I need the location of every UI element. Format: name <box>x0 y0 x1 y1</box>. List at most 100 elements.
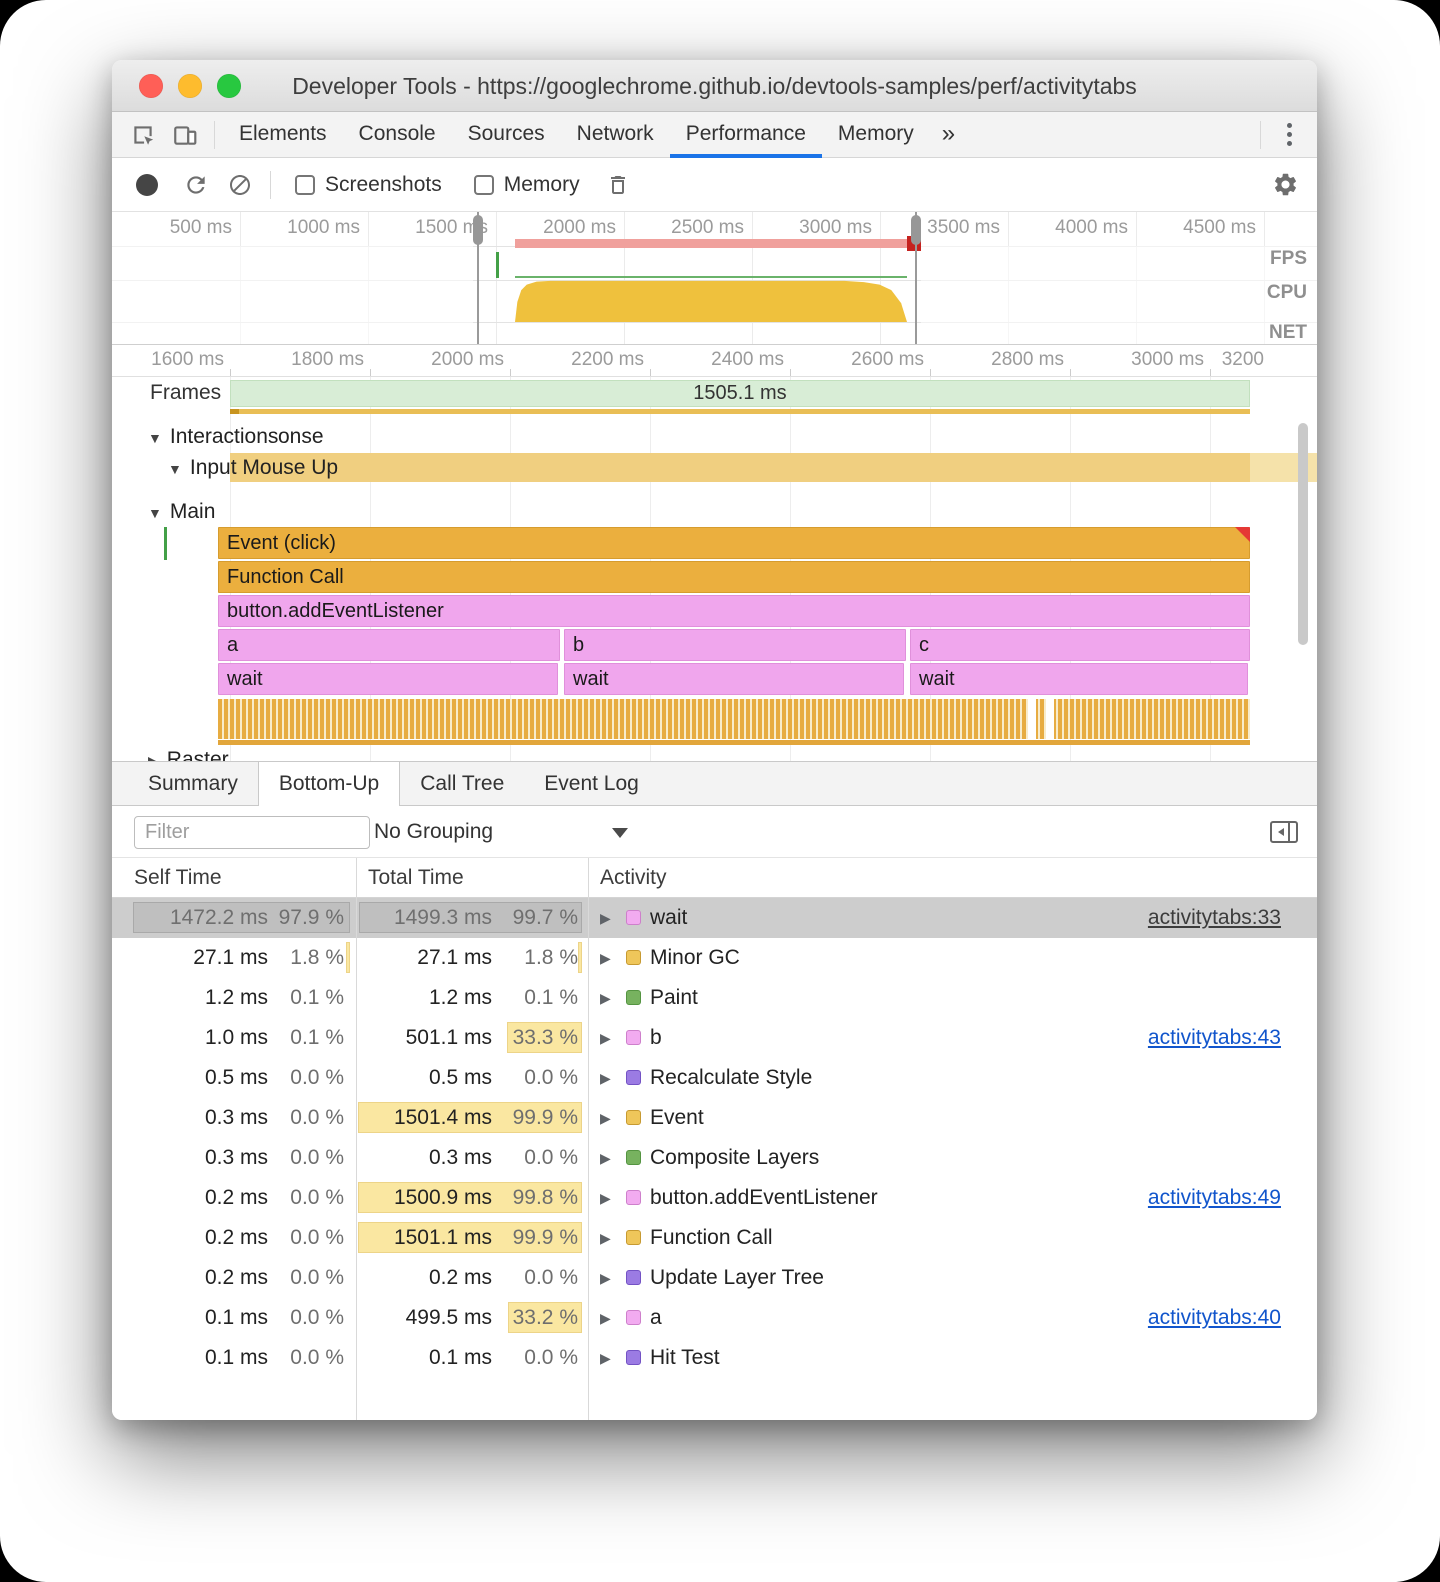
filter-input[interactable] <box>134 816 370 849</box>
table-row[interactable]: 1.0 ms 0.1 % 501.1 ms 33.3 % ▶ b activitytabs:… <box>112 1018 1317 1058</box>
category-swatch <box>626 1230 641 1245</box>
input-mouse-up-bar[interactable] <box>230 453 1250 482</box>
flame-bar-c[interactable]: c <box>910 629 1250 661</box>
checkbox-icon[interactable] <box>295 174 315 195</box>
table-row[interactable]: 0.5 ms 0.0 % 0.5 ms 0.0 % ▶ Recalculate Style <box>112 1058 1317 1098</box>
source-link[interactable]: activitytabs:43 <box>1147 1026 1281 1049</box>
total-time-value: 0.5 ms <box>428 1066 492 1089</box>
flame-bar-wait[interactable]: wait <box>218 663 558 695</box>
self-time-value: 0.2 ms <box>204 1266 268 1289</box>
tab-network[interactable]: Network <box>576 121 654 145</box>
column-header-activity[interactable]: Activity <box>600 866 667 889</box>
caret-down-icon[interactable]: ▼ <box>148 505 162 521</box>
tab-console[interactable]: Console <box>358 121 436 145</box>
column-header-total-time[interactable]: Total Time <box>368 866 464 889</box>
tab-call-tree[interactable]: Call Tree <box>420 772 505 795</box>
gc-activity-stripes[interactable] <box>218 699 1250 739</box>
flame-bar-a[interactable]: a <box>218 629 560 661</box>
table-row[interactable]: 27.1 ms 1.8 % 27.1 ms 1.8 % ▶ Minor GC <box>112 938 1317 978</box>
tab-memory[interactable]: Memory <box>837 121 914 145</box>
window-titlebar[interactable]: Developer Tools - https://googlechrome.g… <box>112 60 1317 112</box>
caret-right-icon[interactable]: ▶ <box>600 1350 611 1366</box>
show-sidebar-icon[interactable] <box>1269 819 1299 850</box>
caret-right-icon[interactable]: ▶ <box>600 950 611 966</box>
source-link[interactable]: activitytabs:33 <box>1147 906 1281 929</box>
reload-icon[interactable] <box>174 158 218 212</box>
tab-elements[interactable]: Elements <box>239 121 327 145</box>
tab-performance[interactable]: Performance <box>670 112 822 158</box>
table-row[interactable]: 0.2 ms 0.0 % 1500.9 ms 99.8 % ▶ button.addEve… <box>112 1178 1317 1218</box>
activity-label: Paint <box>650 986 698 1009</box>
column-header-self-time[interactable]: Self Time <box>134 866 222 889</box>
overview-tick-label: 1500 ms <box>415 217 488 238</box>
divider <box>214 120 215 149</box>
selection-handle-right[interactable] <box>911 215 921 245</box>
more-tabs-button[interactable]: » <box>941 119 956 147</box>
caret-right-icon[interactable]: ▶ <box>600 1190 611 1206</box>
caret-right-icon[interactable]: ▶ <box>600 1110 611 1126</box>
flame-area[interactable]: Frames 1505.1 ms ▼ Interactions onse ▼ Inp… <box>112 377 1317 762</box>
caret-down-icon[interactable]: ▼ <box>168 461 182 477</box>
clear-icon[interactable] <box>218 158 262 212</box>
device-toolbar-icon[interactable] <box>164 112 206 158</box>
close-window-button[interactable] <box>139 74 163 98</box>
caret-right-icon[interactable]: ▶ <box>600 1230 611 1246</box>
ruler-tick-label: 2600 ms <box>851 349 924 370</box>
checkbox-icon[interactable] <box>473 174 494 195</box>
grouping-select[interactable]: No Grouping <box>374 820 494 843</box>
screenshots-checkbox[interactable]: Screenshots <box>295 173 442 197</box>
vertical-scrollbar[interactable] <box>1298 423 1308 645</box>
caret-right-icon[interactable]: ▶ <box>600 910 611 926</box>
zoom-window-button[interactable] <box>217 74 241 98</box>
kebab-menu-icon[interactable] <box>1269 123 1309 146</box>
timeline-overview[interactable]: FPS CPU NET 500 ms 1000 ms 1500 ms 2000 ms 2… <box>112 212 1317 345</box>
caret-right-icon[interactable]: ▶ <box>600 1270 611 1286</box>
flame-bar-function-call[interactable]: Function Call <box>218 561 1250 593</box>
record-button[interactable] <box>136 173 158 196</box>
category-swatch <box>626 1150 641 1165</box>
activity-label: Recalculate Style <box>650 1066 813 1089</box>
ruler-tick-label: 2800 ms <box>991 349 1064 370</box>
table-row[interactable]: 0.2 ms 0.0 % 0.2 ms 0.0 % ▶ Update Layer Tree <box>112 1258 1317 1298</box>
input-mouse-up-row[interactable]: ▼ Input Mouse Up <box>168 453 338 482</box>
main-track-header[interactable]: ▼ Main <box>148 497 215 526</box>
flame-bar-listener[interactable]: button.addEventListener <box>218 595 1250 627</box>
caret-down-icon[interactable]: ▼ <box>148 430 162 446</box>
ruler-tick-label: 1800 ms <box>291 349 364 370</box>
table-row[interactable]: 0.1 ms 0.0 % 0.1 ms 0.0 % ▶ Hit Test <box>112 1338 1317 1378</box>
flame-bar-wait[interactable]: wait <box>564 663 904 695</box>
table-row[interactable]: 0.3 ms 0.0 % 1501.4 ms 99.9 % ▶ Event <box>112 1098 1317 1138</box>
table-row[interactable]: 0.1 ms 0.0 % 499.5 ms 33.2 % ▶ a activitytabs:… <box>112 1298 1317 1338</box>
table-row[interactable]: 1472.2 ms 97.9 % 1499.3 ms 99.7 % ▶ wait activ… <box>112 898 1317 938</box>
selection-handle-left[interactable] <box>473 215 483 245</box>
flame-bar-label: button.addEventListener <box>227 600 444 622</box>
total-time-percent: 33.3 % <box>512 1026 578 1049</box>
chevron-down-icon[interactable] <box>612 828 628 838</box>
inspect-element-icon[interactable] <box>122 112 164 158</box>
memory-checkbox[interactable]: Memory <box>473 173 580 197</box>
flame-bar-event-click[interactable]: Event (click) <box>218 527 1250 559</box>
caret-right-icon[interactable]: ▶ <box>600 990 611 1006</box>
caret-right-icon[interactable]: ▶ <box>600 1310 611 1326</box>
frames-bar[interactable]: 1505.1 ms <box>230 380 1250 407</box>
caret-right-icon[interactable]: ▶ <box>600 1150 611 1166</box>
trash-icon[interactable] <box>596 158 640 212</box>
table-row[interactable]: 0.3 ms 0.0 % 0.3 ms 0.0 % ▶ Composite Layers <box>112 1138 1317 1178</box>
tab-sources[interactable]: Sources <box>467 121 545 145</box>
tab-summary[interactable]: Summary <box>148 772 238 795</box>
caret-right-icon[interactable]: ▶ <box>600 1070 611 1086</box>
tab-bottom-up[interactable]: Bottom-Up <box>257 762 401 807</box>
gear-icon[interactable] <box>1272 171 1299 203</box>
interactions-track-header[interactable]: ▼ Interactions <box>148 422 278 451</box>
source-link[interactable]: activitytabs:49 <box>1147 1186 1281 1209</box>
minimize-window-button[interactable] <box>178 74 202 98</box>
caret-right-icon[interactable]: ▶ <box>600 1030 611 1046</box>
tab-event-log[interactable]: Event Log <box>544 772 639 795</box>
caret-right-icon[interactable]: ▶ <box>148 753 159 762</box>
raster-track-header[interactable]: ▶ Raster <box>148 745 229 762</box>
flame-bar-b[interactable]: b <box>564 629 906 661</box>
table-row[interactable]: 0.2 ms 0.0 % 1501.1 ms 99.9 % ▶ Function Call <box>112 1218 1317 1258</box>
table-row[interactable]: 1.2 ms 0.1 % 1.2 ms 0.1 % ▶ Paint <box>112 978 1317 1018</box>
flame-bar-wait[interactable]: wait <box>910 663 1248 695</box>
source-link[interactable]: activitytabs:40 <box>1147 1306 1281 1329</box>
